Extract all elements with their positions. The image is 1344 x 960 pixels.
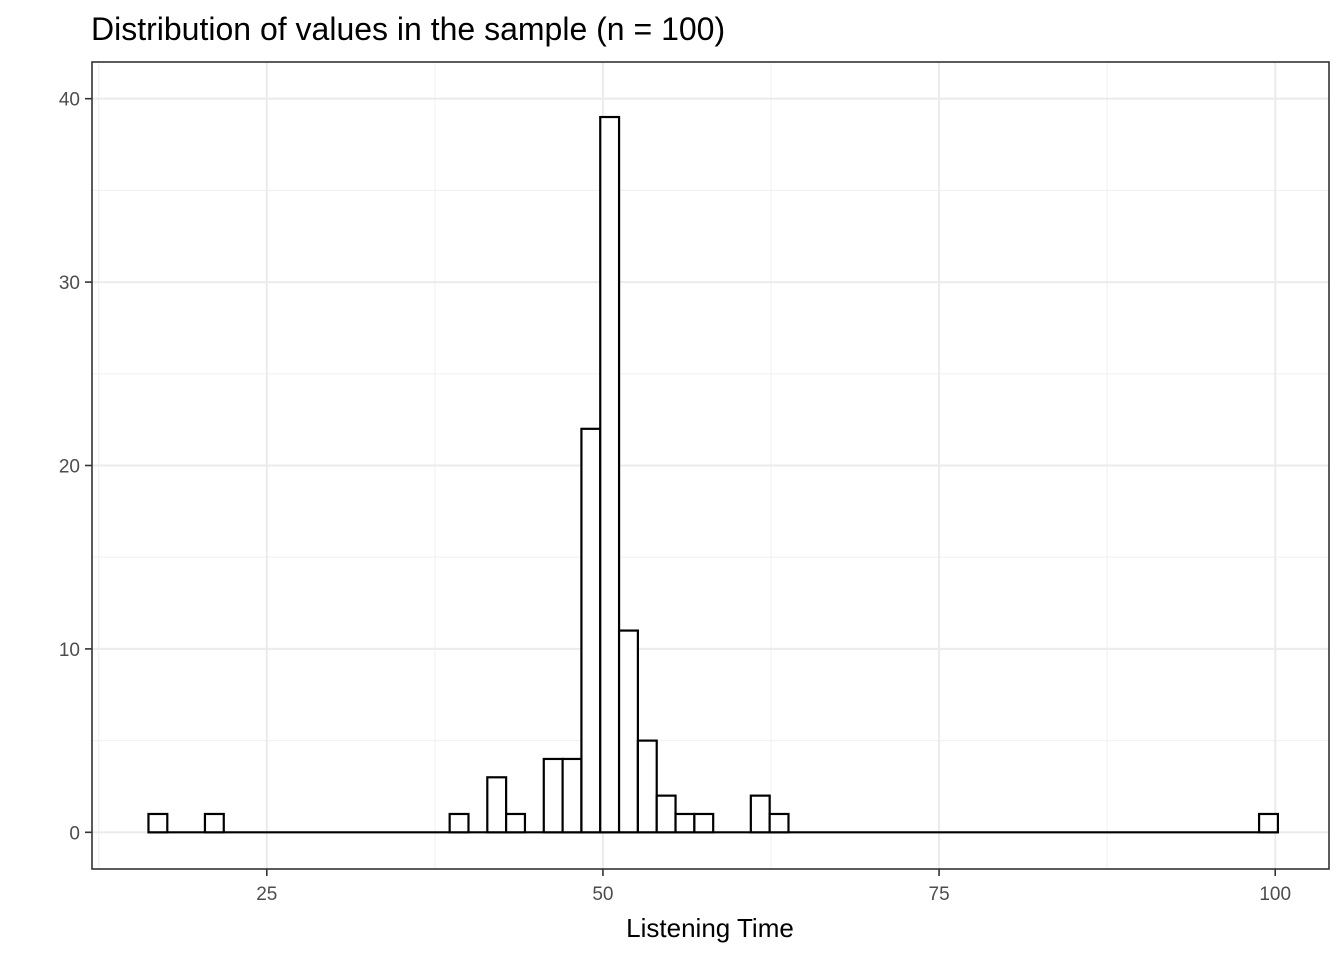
histogram-bar <box>1257 812 1280 834</box>
x-axis-label: Listening Time <box>626 913 794 943</box>
histogram-bar <box>674 812 696 834</box>
histogram-bar <box>505 812 527 834</box>
histogram-bar <box>617 629 639 834</box>
y-axis: 0 10 20 30 40 <box>59 90 92 844</box>
histogram-bar <box>203 812 225 834</box>
y-tick-label: 40 <box>59 90 80 111</box>
histogram-bar <box>542 757 564 834</box>
y-tick-label: 0 <box>69 823 80 844</box>
histogram-bar <box>580 427 602 834</box>
histogram-bar <box>768 812 790 834</box>
histogram-bar <box>655 794 677 834</box>
histogram-bar <box>486 776 508 834</box>
histogram-bar <box>147 812 169 834</box>
histogram-bar <box>749 794 771 834</box>
x-tick-label: 50 <box>592 884 613 905</box>
histogram-bars <box>147 115 1280 834</box>
histogram-bar <box>693 812 715 834</box>
histogram-bar <box>599 115 621 834</box>
x-tick-label: 75 <box>929 884 950 905</box>
histogram-bar <box>448 812 470 834</box>
minor-gridlines-y <box>92 189 1329 742</box>
y-tick-label: 20 <box>59 457 80 478</box>
y-tick-label: 10 <box>59 640 80 661</box>
x-tick-label: 100 <box>1259 884 1291 905</box>
y-tick-label: 30 <box>59 273 80 294</box>
chart-title: Distribution of values in the sample (n … <box>91 11 725 47</box>
histogram-bar <box>561 757 583 834</box>
x-axis: 25 50 75 100 <box>256 869 1291 905</box>
x-tick-label: 25 <box>256 884 277 905</box>
histogram-bar <box>636 739 658 834</box>
